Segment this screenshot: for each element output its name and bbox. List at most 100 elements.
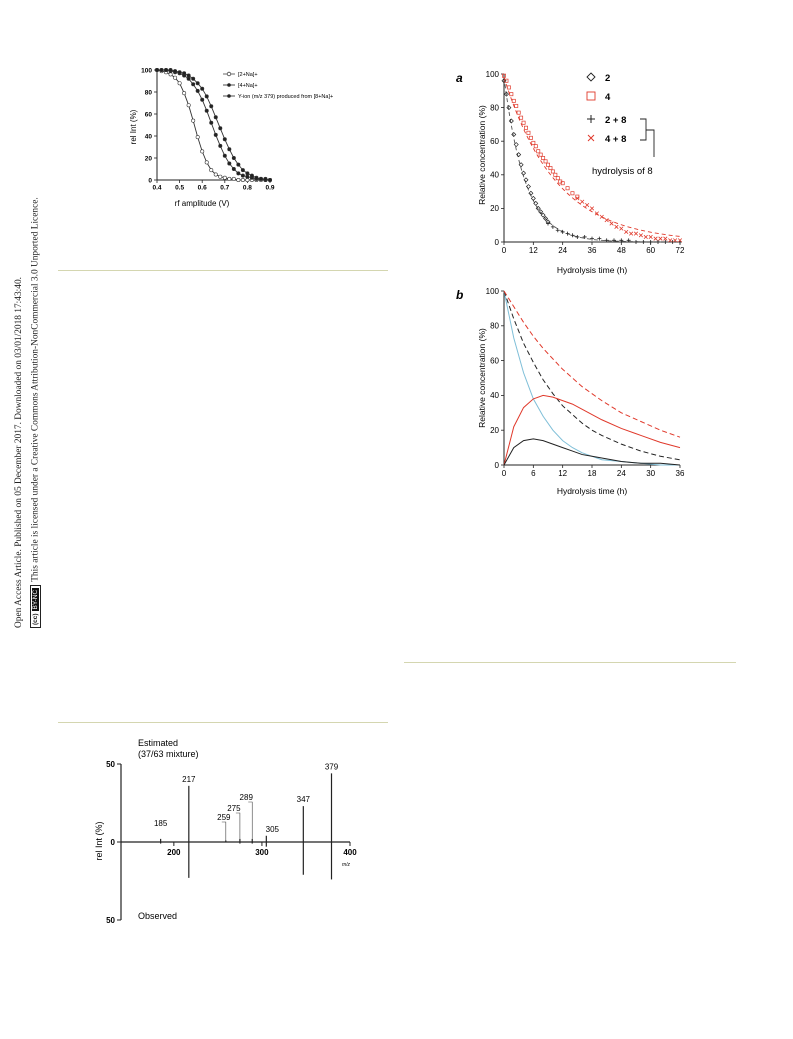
- a-point-square: [541, 156, 546, 160]
- rf-data-point: [236, 162, 241, 167]
- ms-mixture-label: (37/63 mixture): [138, 749, 199, 759]
- a-point-square: [528, 135, 533, 140]
- rf-y-tick-label: 0: [148, 177, 152, 184]
- b-x-tick-label: 18: [588, 469, 597, 478]
- rf-legend: [2+Na]+ [4+Na]+ Y-ion (m/z 379) produced…: [223, 71, 333, 100]
- rf-data-point: [200, 149, 205, 154]
- rf-data-point: [159, 68, 164, 73]
- rf-legend-1: [2+Na]+: [238, 72, 258, 78]
- panel-b-label: b: [456, 288, 463, 302]
- rf-data-point: [177, 70, 182, 75]
- a-point-plus: [555, 228, 560, 233]
- a-point-square: [543, 159, 548, 164]
- a-point-square: [553, 172, 558, 177]
- rf-xlabel: rf amplitude (V): [175, 199, 230, 208]
- a-point-plus: [582, 234, 587, 239]
- a-point-square: [502, 73, 506, 78]
- a-point-x: [609, 221, 614, 226]
- rf-data-point: [222, 153, 227, 158]
- rf-data-point: [173, 75, 178, 80]
- b-series-line: [503, 290, 681, 438]
- a-point-square: [565, 186, 570, 191]
- a-point-x: [614, 224, 619, 229]
- a-point-diamond: [523, 177, 529, 183]
- rf-data-point: [236, 178, 241, 183]
- ms-label-leader: [248, 801, 253, 839]
- ms-peak-label: 259: [217, 813, 231, 822]
- rf-data-point: [268, 178, 273, 183]
- a-point-plus: [634, 240, 638, 244]
- a-x-tick-label: 24: [558, 246, 567, 255]
- a-point-square: [546, 162, 550, 167]
- ms-observed-label: Observed: [138, 911, 177, 921]
- a-point-plus: [641, 240, 646, 244]
- a-point-diamond: [501, 78, 507, 84]
- a-point-square: [526, 130, 531, 135]
- a-point-x: [663, 236, 668, 241]
- a-point-square: [533, 144, 538, 149]
- a-point-square: [550, 169, 555, 174]
- a-y-tick-label: 80: [490, 103, 499, 112]
- b-series-line: [503, 290, 680, 466]
- a-point-plus: [663, 240, 668, 244]
- rf-data-point: [240, 173, 245, 178]
- a-point-x: [604, 218, 609, 223]
- a-x-tick-label: 60: [646, 246, 655, 255]
- rf-y-tick-label: 100: [141, 67, 152, 74]
- rf-data-point: [227, 147, 232, 152]
- a-y-tick-label: 0: [495, 238, 500, 247]
- panel-a-ylabel: Relative concentration (%): [477, 105, 487, 205]
- a-point-plus: [590, 236, 594, 241]
- a-point-plus: [546, 221, 550, 226]
- rf-data-point: [218, 174, 223, 179]
- rf-data-point: [195, 88, 200, 93]
- a-point-x: [677, 238, 683, 243]
- rf-x-tick-label: 0.6: [198, 185, 207, 192]
- rf-data-point: [213, 132, 218, 137]
- rf-data-point: [209, 104, 214, 109]
- a-point-x: [673, 238, 678, 243]
- side-license-notice-2: (cc)BY-NC This article is licensed under …: [30, 197, 41, 628]
- ms-peak-label: 305: [266, 825, 280, 834]
- rf-data-point: [154, 68, 159, 73]
- rf-data-point: [245, 174, 250, 179]
- rf-x-tick-label: 0.9: [265, 185, 274, 192]
- rf-data-point: [254, 175, 259, 180]
- rf-data-point: [186, 73, 191, 78]
- rf-data-point: [231, 156, 236, 161]
- a-point-square: [560, 181, 565, 186]
- ms-peak-label: 275: [227, 804, 241, 813]
- a-x-tick-label: 72: [676, 246, 685, 255]
- panel-b-xlabel: Hydrolysis time (h): [557, 486, 628, 496]
- a-point-square: [548, 166, 553, 171]
- b-y-tick-label: 0: [495, 461, 500, 470]
- a-point-square: [509, 92, 514, 97]
- a-point-diamond: [508, 118, 514, 124]
- ms-y-tick-label: 50: [106, 916, 115, 925]
- a-point-square: [521, 120, 526, 125]
- rf-data-point: [182, 91, 187, 96]
- ms-peak-label: 347: [297, 795, 311, 804]
- ms-label-leader: [235, 812, 241, 839]
- rf-y-tick-label: 80: [145, 89, 153, 96]
- cc-license-badge[interactable]: (cc)BY-NC: [30, 584, 41, 628]
- a-point-plus: [612, 238, 616, 243]
- ms-comparison-chart: Estimated (37/63 mixture) Observed rel I…: [94, 738, 357, 925]
- rf-amplitude-chart: 0.4 0.5 0.6 0.7 0.8 0.9 0 20 40 60 80 100 rf amplit…: [129, 67, 333, 208]
- a-point-plus: [648, 240, 653, 244]
- a-x-tick-label: 0: [502, 246, 507, 255]
- a-point-x: [629, 231, 634, 236]
- rf-x-tick-label: 0.4: [152, 185, 161, 192]
- rf-data-point: [240, 178, 245, 183]
- rf-data-point: [227, 161, 232, 166]
- a-point-square: [519, 115, 524, 120]
- rf-data-point: [222, 175, 227, 180]
- rf-data-point: [195, 135, 200, 140]
- a-x-tick-label: 12: [529, 246, 538, 255]
- rf-data-point: [218, 143, 223, 148]
- a-point-square: [516, 110, 521, 115]
- a-point-square: [506, 85, 511, 90]
- a-x-tick-label: 36: [588, 246, 597, 255]
- a-point-x: [624, 229, 629, 235]
- a-point-diamond: [533, 200, 539, 206]
